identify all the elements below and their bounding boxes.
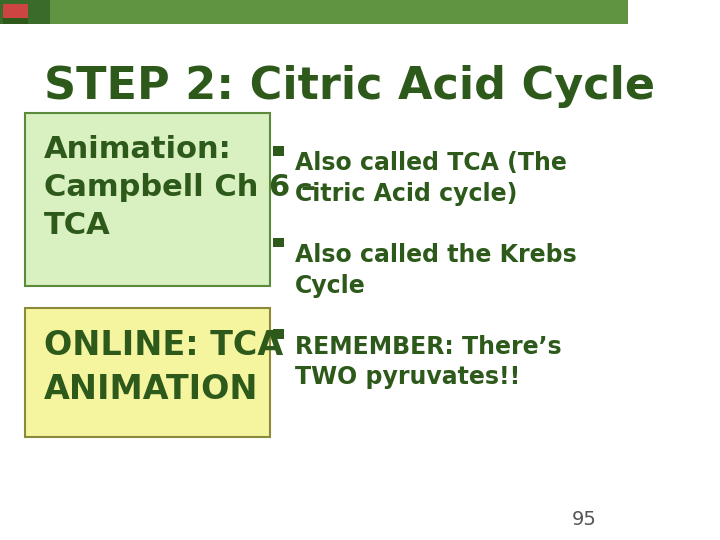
FancyBboxPatch shape bbox=[25, 113, 270, 286]
FancyBboxPatch shape bbox=[3, 18, 28, 24]
FancyBboxPatch shape bbox=[0, 0, 628, 24]
Text: STEP 2: Citric Acid Cycle: STEP 2: Citric Acid Cycle bbox=[44, 65, 655, 108]
Text: Animation:
Campbell Ch 6 –
TCA: Animation: Campbell Ch 6 – TCA bbox=[44, 135, 316, 240]
Text: REMEMBER: There’s
TWO pyruvates!!: REMEMBER: There’s TWO pyruvates!! bbox=[295, 335, 562, 389]
FancyBboxPatch shape bbox=[273, 329, 284, 339]
Text: ONLINE: TCA
ANIMATION: ONLINE: TCA ANIMATION bbox=[44, 329, 283, 406]
Text: Also called TCA (The
Citric Acid cycle): Also called TCA (The Citric Acid cycle) bbox=[295, 151, 567, 206]
FancyBboxPatch shape bbox=[273, 146, 284, 156]
FancyBboxPatch shape bbox=[50, 0, 628, 24]
FancyBboxPatch shape bbox=[3, 4, 28, 19]
FancyBboxPatch shape bbox=[273, 238, 284, 247]
FancyBboxPatch shape bbox=[25, 308, 270, 437]
Text: Also called the Krebs
Cycle: Also called the Krebs Cycle bbox=[295, 243, 577, 298]
Text: 95: 95 bbox=[572, 510, 597, 529]
